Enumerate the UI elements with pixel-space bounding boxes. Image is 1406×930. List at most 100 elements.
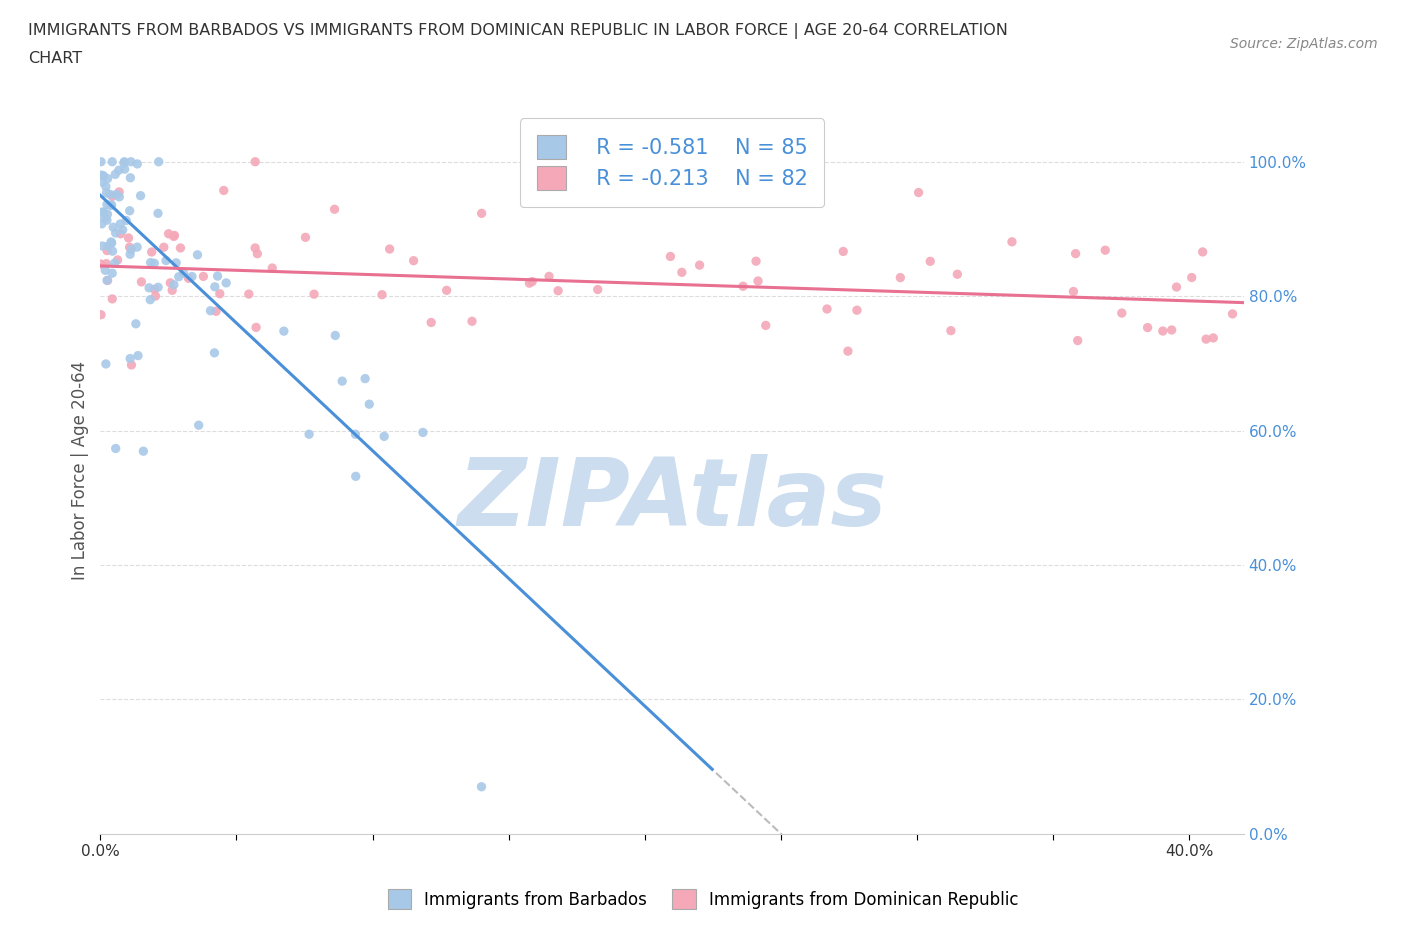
Point — [1111, 306, 1133, 321]
Point — [101, 291, 124, 306]
Point — [105, 187, 128, 202]
Text: Source: ZipAtlas.com: Source: ZipAtlas.com — [1230, 37, 1378, 51]
Text: CHART: CHART — [28, 51, 82, 66]
Point — [145, 288, 167, 303]
Point — [100, 235, 122, 250]
Point — [108, 184, 131, 199]
Legend:   R = -0.581    N = 85,   R = -0.213    N = 82: R = -0.581 N = 85, R = -0.213 N = 82 — [520, 118, 824, 207]
Point — [359, 397, 381, 412]
Point — [110, 226, 132, 241]
Point — [120, 154, 142, 169]
Point — [104, 166, 127, 181]
Point — [1222, 307, 1244, 322]
Point — [146, 280, 169, 295]
Point — [586, 282, 609, 297]
Point — [1062, 284, 1084, 299]
Point — [101, 189, 124, 204]
Point — [245, 320, 267, 335]
Point — [243, 241, 266, 256]
Point — [207, 269, 229, 284]
Point — [96, 256, 118, 271]
Point — [101, 244, 124, 259]
Point — [246, 246, 269, 261]
Point — [96, 213, 118, 228]
Point — [522, 274, 544, 289]
Point — [167, 270, 190, 285]
Point — [659, 249, 682, 264]
Point — [155, 253, 177, 268]
Point — [139, 255, 162, 270]
Point — [120, 170, 142, 185]
Point — [93, 205, 115, 219]
Point — [163, 228, 186, 243]
Point — [731, 279, 754, 294]
Point — [547, 284, 569, 299]
Point — [110, 217, 132, 232]
Point — [90, 257, 112, 272]
Point — [103, 219, 125, 234]
Point — [104, 225, 127, 240]
Point — [127, 348, 149, 363]
Point — [94, 356, 117, 371]
Point — [378, 242, 401, 257]
Point — [141, 245, 163, 259]
Point — [302, 286, 325, 301]
Point — [837, 344, 859, 359]
Point — [832, 244, 855, 259]
Point — [129, 188, 152, 203]
Text: IMMIGRANTS FROM BARBADOS VS IMMIGRANTS FROM DOMINICAN REPUBLIC IN LABOR FORCE | : IMMIGRANTS FROM BARBADOS VS IMMIGRANTS F… — [28, 23, 1008, 39]
Point — [108, 190, 131, 205]
Point — [1152, 324, 1174, 339]
Point — [90, 167, 112, 182]
Point — [298, 427, 321, 442]
Point — [177, 271, 200, 286]
Point — [112, 154, 135, 169]
Text: ZIPAtlas: ZIPAtlas — [457, 454, 887, 546]
Legend: Immigrants from Barbados, Immigrants from Dominican Republic: Immigrants from Barbados, Immigrants fro… — [380, 881, 1026, 917]
Point — [1166, 280, 1188, 295]
Point — [212, 183, 235, 198]
Point — [159, 275, 181, 290]
Point — [118, 204, 141, 219]
Point — [815, 301, 838, 316]
Point — [101, 266, 124, 281]
Point — [330, 374, 353, 389]
Point — [200, 303, 222, 318]
Point — [143, 282, 166, 297]
Point — [193, 269, 215, 284]
Point — [104, 441, 127, 456]
Point — [163, 229, 186, 244]
Point — [208, 286, 231, 301]
Point — [117, 231, 139, 246]
Point — [114, 162, 136, 177]
Point — [93, 210, 115, 225]
Point — [747, 273, 769, 288]
Point — [946, 267, 969, 282]
Point — [402, 253, 425, 268]
Point — [204, 345, 226, 360]
Point — [1136, 320, 1159, 335]
Point — [115, 213, 138, 228]
Point — [96, 272, 118, 287]
Point — [127, 240, 149, 255]
Point — [96, 243, 118, 258]
Point — [294, 230, 316, 245]
Point — [120, 246, 142, 261]
Point — [125, 316, 148, 331]
Point — [1160, 323, 1182, 338]
Point — [97, 238, 120, 253]
Point — [538, 269, 561, 284]
Point — [1001, 234, 1024, 249]
Point — [519, 275, 541, 290]
Point — [96, 197, 118, 212]
Point — [1202, 330, 1225, 345]
Point — [187, 418, 209, 432]
Point — [94, 263, 117, 278]
Point — [412, 425, 434, 440]
Point — [131, 274, 153, 289]
Point — [104, 256, 127, 271]
Point — [273, 324, 295, 339]
Point — [90, 307, 112, 322]
Point — [120, 357, 142, 372]
Point — [470, 779, 492, 794]
